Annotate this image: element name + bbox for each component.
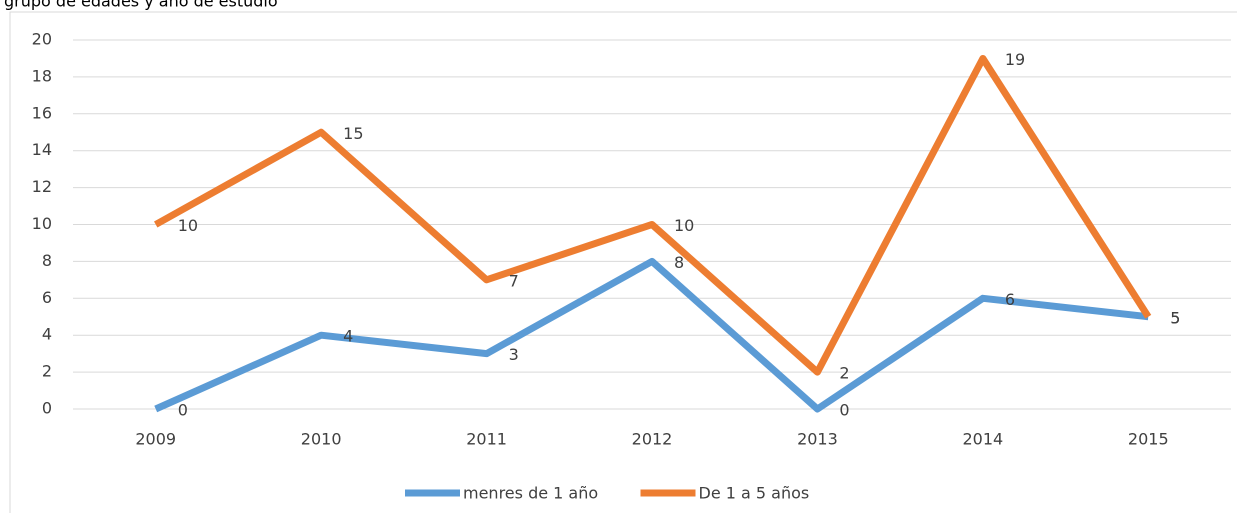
x-tick-label: 2012 <box>632 430 673 449</box>
data-label: 2 <box>839 364 849 383</box>
x-tick-label: 2014 <box>962 430 1003 449</box>
series-line <box>154 54 1152 376</box>
legend-label: De 1 a 5 años <box>699 484 810 503</box>
x-tick-label: 2011 <box>466 430 507 449</box>
y-tick-label: 14 <box>32 140 52 159</box>
data-label: 7 <box>509 271 519 290</box>
y-tick-label: 12 <box>32 177 52 196</box>
y-tick-label: 4 <box>42 325 52 344</box>
data-label: 6 <box>1005 290 1015 309</box>
y-tick-label: 20 <box>32 30 52 49</box>
chart-frame <box>9 11 1237 513</box>
data-label: 19 <box>1005 50 1025 69</box>
data-label: 0 <box>839 401 849 420</box>
data-label: 3 <box>509 345 519 364</box>
data-label: 5 <box>1170 308 1180 327</box>
data-label: 10 <box>674 216 694 235</box>
data-label: 10 <box>178 216 198 235</box>
x-tick-label: 2010 <box>301 430 342 449</box>
x-tick-label: 2015 <box>1128 430 1169 449</box>
y-tick-label: 10 <box>32 214 52 233</box>
y-tick-label: 2 <box>42 362 52 381</box>
x-tick-label: 2009 <box>135 430 176 449</box>
data-label: 8 <box>674 253 684 272</box>
data-label: 0 <box>178 401 188 420</box>
data-label: 15 <box>343 124 363 143</box>
x-tick-label: 2013 <box>797 430 838 449</box>
data-label: 5 <box>1170 308 1180 327</box>
chart-title: grupo de edades y año de estudio <box>4 0 278 11</box>
y-tick-label: 6 <box>42 288 52 307</box>
data-label: 4 <box>343 327 353 346</box>
y-tick-label: 18 <box>32 66 52 85</box>
legend-label: menres de 1 año <box>463 484 598 503</box>
y-tick-label: 0 <box>42 399 52 418</box>
y-tick-label: 16 <box>32 103 52 122</box>
y-tick-label: 8 <box>42 251 52 270</box>
series-line <box>154 257 1149 413</box>
